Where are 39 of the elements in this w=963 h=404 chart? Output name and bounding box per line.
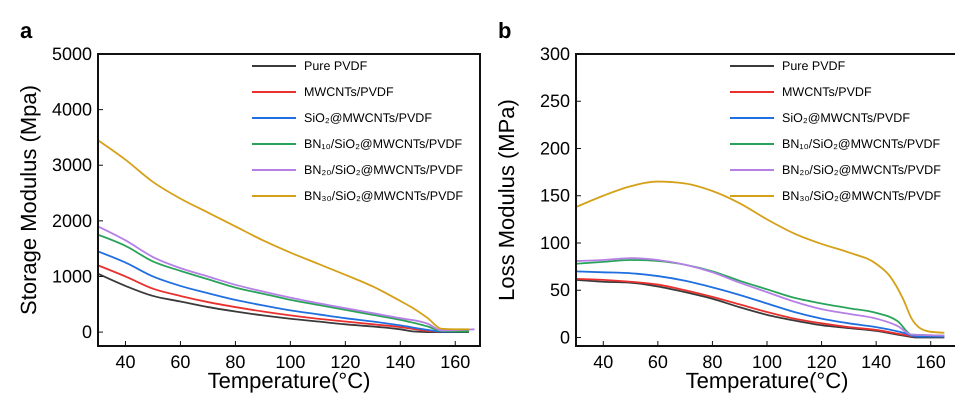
- legend-label: SiO₂@MWCNTs/PVDF: [304, 111, 432, 125]
- y-tick-label: 3000: [52, 155, 92, 176]
- y-tick-label: 50: [550, 280, 570, 300]
- y-tick-label: 250: [540, 91, 570, 112]
- y-tick-label: 0: [560, 327, 570, 348]
- y-tick-label: 100: [540, 232, 570, 253]
- x-tick-label: 140: [385, 352, 416, 372]
- legend-label: MWCNTs/PVDF: [782, 85, 872, 99]
- legend-label: BN₂₀/SiO₂@MWCNTs/PVDF: [304, 163, 464, 177]
- legend-label: Pure PVDF: [782, 59, 846, 73]
- y-tick-label: 150: [540, 186, 570, 206]
- line-series: [575, 180, 946, 334]
- x-tick-label: 160: [916, 352, 946, 372]
- y-tick-label: 200: [540, 138, 570, 158]
- y-tick-label: 300: [540, 44, 570, 64]
- legend-label: BN₂₀/SiO₂@MWCNTs/PVDF: [782, 163, 942, 177]
- y-tick-label: 1000: [52, 266, 92, 286]
- legend-label: BN₃₀/SiO₂@MWCNTs/PVDF: [782, 189, 942, 203]
- legend-label: Pure PVDF: [304, 59, 368, 73]
- y-tick-label: 4000: [52, 100, 92, 120]
- x-tick-label: 40: [115, 352, 136, 372]
- y-tick-label: 5000: [52, 44, 92, 64]
- x-tick-label: 60: [648, 352, 668, 372]
- chart-title: b: [498, 18, 512, 43]
- legend-label: BN₃₀/SiO₂@MWCNTs/PVDF: [304, 189, 464, 203]
- chart-title: a: [20, 18, 33, 43]
- y-tick-label: 2000: [52, 210, 92, 231]
- x-tick-label: 40: [593, 352, 614, 372]
- y-tick-label: 0: [82, 322, 92, 342]
- legend-label: SiO₂@MWCNTs/PVDF: [782, 111, 910, 125]
- legend-label: BN₁₀/SiO₂@MWCNTs/PVDF: [304, 137, 463, 151]
- y-axis-title: Loss Modulus (MPa): [494, 99, 519, 301]
- legend-label: MWCNTs/PVDF: [304, 85, 394, 99]
- legend-label: BN₁₀/SiO₂@MWCNTs/PVDF: [782, 137, 941, 151]
- line-series: [97, 139, 470, 330]
- x-tick-label: 140: [861, 352, 892, 372]
- x-tick-label: 160: [440, 352, 470, 372]
- y-axis-title: Storage Modulus (Mpa): [16, 85, 41, 315]
- x-tick-label: 60: [170, 352, 190, 372]
